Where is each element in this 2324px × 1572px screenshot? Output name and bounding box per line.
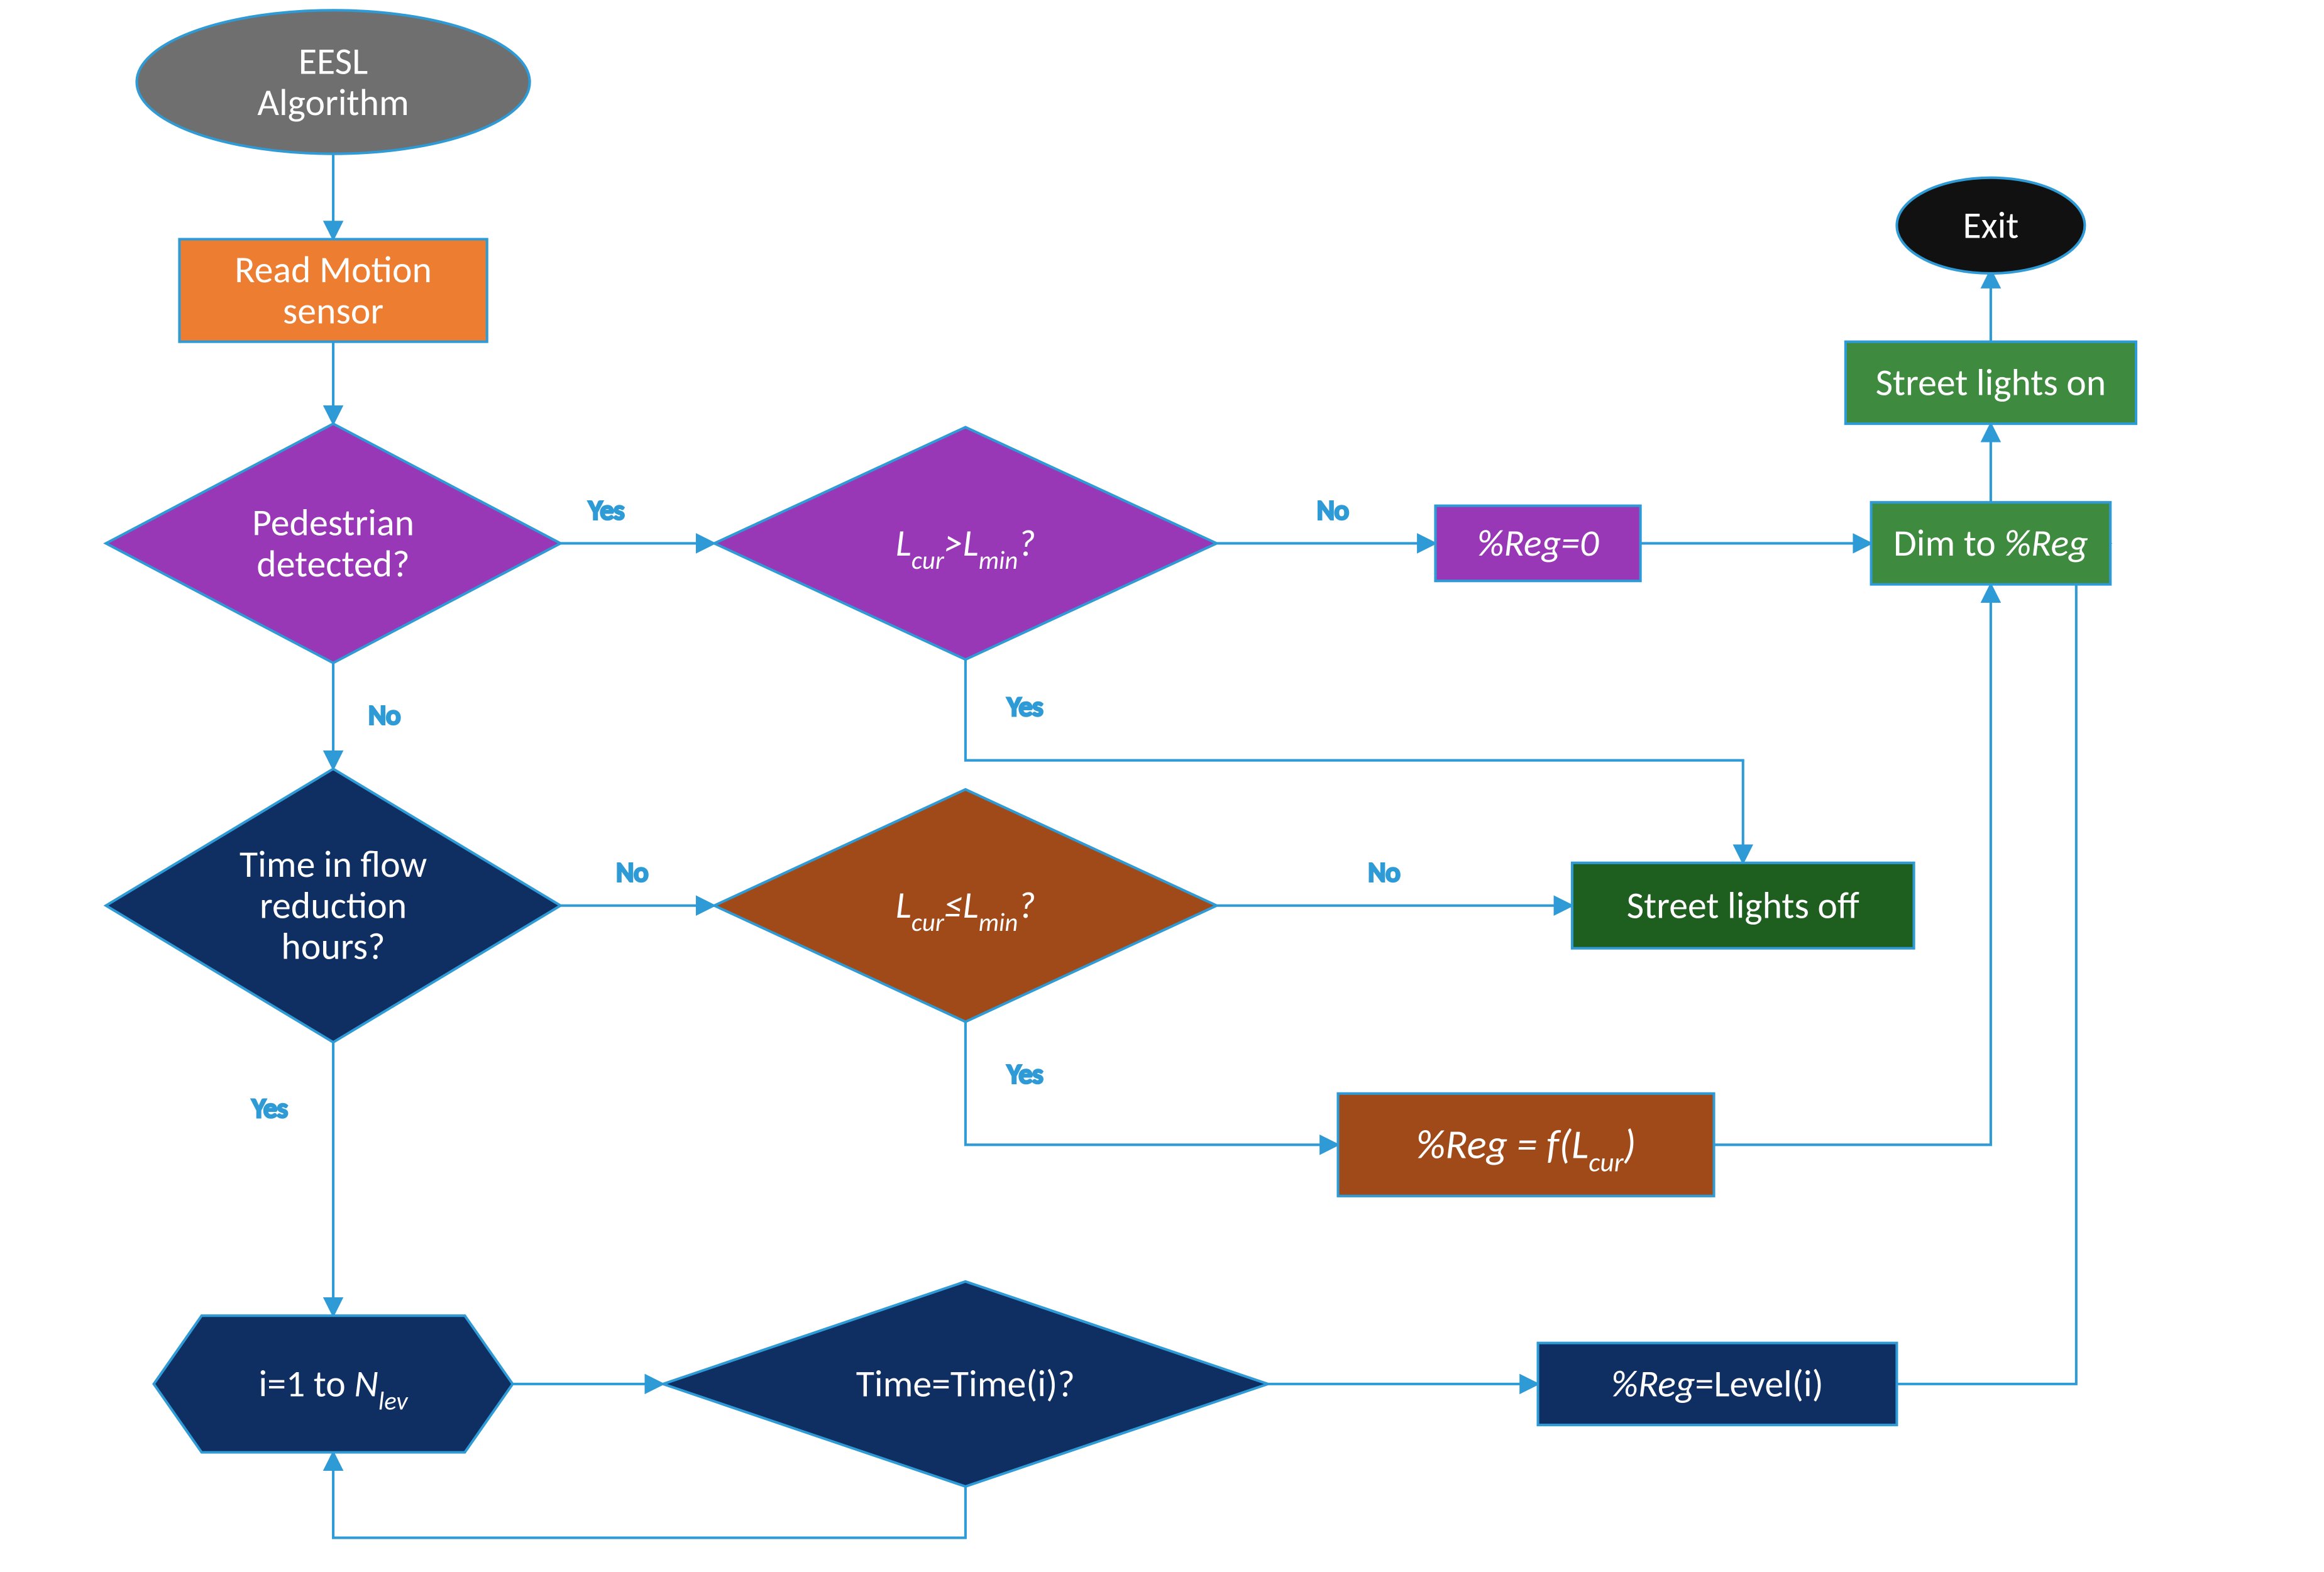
- time-flow-node: Time in flow reduction hours?: [106, 769, 561, 1042]
- lcur-le-node: Lcur≤Lmin?: [714, 789, 1216, 1022]
- read-sensor-label-1: Read Motion: [234, 247, 432, 293]
- reg-level-node: %Reg=Level(i): [1538, 1343, 1897, 1425]
- dim-to-reg-label: Dim to %Reg: [1893, 520, 2088, 566]
- ped-label-1: Pedestrian: [252, 500, 414, 546]
- read-sensor-label-2: sensor: [283, 288, 383, 334]
- edge-label-no-4: No: [1368, 855, 1400, 889]
- exit-label: Exit: [1963, 203, 2018, 249]
- lights-off-node: Street lights off: [1572, 863, 1914, 948]
- time-flow-label-1: Time in flow: [240, 842, 427, 888]
- read-sensor-node: Read Motion sensor: [179, 239, 487, 342]
- reg-fl-node: %Reg = f(Lcur): [1338, 1094, 1714, 1196]
- time-flow-label-3: hours?: [281, 924, 385, 970]
- edge-lcurgt-lightsoff: [966, 659, 1743, 862]
- lights-on-node: Street lights on: [1846, 342, 2136, 424]
- time-flow-label-2: reduction: [260, 882, 407, 928]
- lcur-gt-node: Lcur>Lmin?: [714, 427, 1216, 660]
- reg-level-label: %Reg=Level(i): [1611, 1361, 1824, 1407]
- reg-zero-label: %Reg=0: [1477, 520, 1599, 566]
- time-eq-label: Time=Time(i)?: [856, 1361, 1075, 1407]
- edge-label-yes-2: Yes: [1008, 690, 1044, 723]
- start-label-2: Algorithm: [257, 80, 409, 126]
- edge-label-no-3: No: [616, 855, 648, 889]
- loop-node: i=1 to Nlev: [154, 1316, 513, 1452]
- dim-to-reg-node: Dim to %Reg: [1871, 502, 2111, 584]
- edge-label-yes-1: Yes: [589, 493, 625, 527]
- exit-node: Exit: [1897, 178, 2084, 273]
- reg-zero-node: %Reg=0: [1435, 506, 1640, 581]
- flowchart-canvas: Yes No No Yes No Yes No Yes: [0, 0, 2324, 1572]
- edges: Yes No No Yes No Yes No Yes: [252, 150, 2110, 1537]
- edge-label-yes-3: Yes: [252, 1091, 288, 1124]
- edge-label-no-2: No: [1317, 493, 1349, 527]
- start-label-1: EESL: [299, 39, 368, 85]
- edge-label-no-1: No: [368, 698, 400, 732]
- edge-timeeq-loop: [333, 1453, 966, 1538]
- time-eq-node: Time=Time(i)?: [663, 1282, 1268, 1487]
- ped-detected-node: Pedestrian detected?: [106, 424, 561, 663]
- lights-off-label: Street lights off: [1627, 882, 1859, 928]
- lights-on-label: Street lights on: [1876, 360, 2106, 406]
- ped-label-2: detected?: [256, 541, 410, 587]
- edge-reglevel-dim: [1897, 543, 2110, 1383]
- edge-label-yes-4: Yes: [1008, 1057, 1044, 1091]
- start-node: EESL Algorithm: [136, 10, 529, 153]
